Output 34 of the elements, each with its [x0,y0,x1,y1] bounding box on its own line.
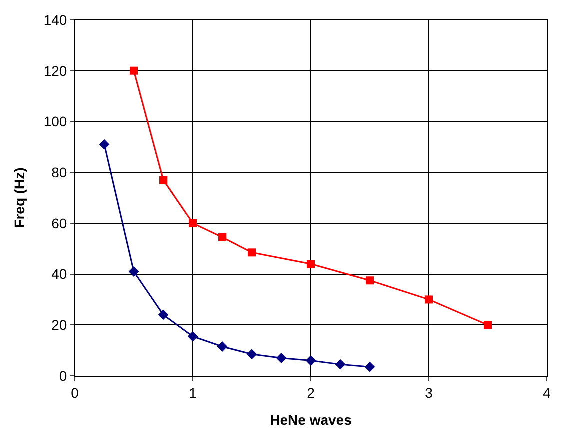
y-tick-label: 0 [59,368,68,384]
x-tick-label: 1 [189,384,198,401]
y-tick-label: 80 [52,164,68,180]
x-axis-title: HeNe waves [270,412,352,428]
point [364,362,376,372]
y-tick-label: 40 [52,266,68,282]
y-tick-label: 60 [52,215,68,232]
point [188,331,198,342]
x-tick-label: 0 [71,384,80,401]
y-tick-label: 100 [44,114,68,130]
y-tick-label: 20 [52,317,68,334]
point [335,359,346,370]
point [130,66,138,75]
point [160,176,168,184]
y-axis-title: Freq (Hz) [11,168,28,228]
point [158,310,169,320]
point [217,342,228,352]
point [425,296,433,304]
point [218,233,226,242]
point [189,219,197,228]
point [366,276,374,285]
point [248,248,256,257]
point [99,139,110,150]
x-tick-label: 2 [307,384,316,401]
x-tick-label: 4 [543,384,552,401]
point [484,321,492,330]
point [246,349,258,360]
point [306,356,316,366]
y-tick-label: 140 [44,12,68,28]
point [128,266,140,277]
point [276,353,287,364]
x-tick-label: 3 [425,384,434,401]
point [307,260,315,268]
y-tick-label: 120 [44,62,68,79]
